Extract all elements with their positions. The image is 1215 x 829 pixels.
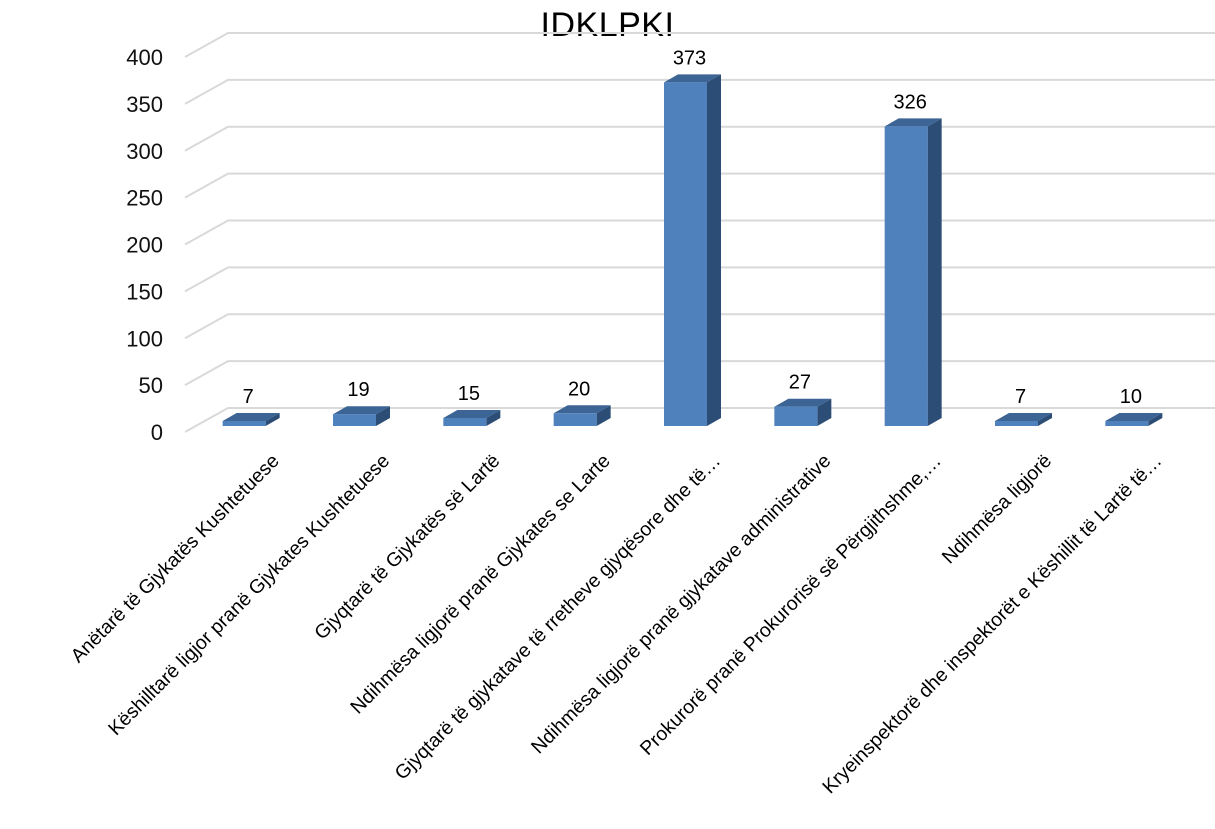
category-label: Ndihmësa ligjorë <box>938 450 1056 568</box>
bar <box>774 406 818 426</box>
data-label: 15 <box>458 383 480 405</box>
y-tick-label: 300 <box>126 139 163 164</box>
bar-top <box>333 406 390 415</box>
data-label: 10 <box>1120 386 1142 408</box>
bar-side <box>817 398 832 426</box>
data-label: 326 <box>893 91 926 113</box>
data-label: 27 <box>789 372 811 394</box>
data-label: 20 <box>568 378 590 400</box>
bar-top <box>884 118 942 127</box>
bar <box>1105 421 1149 426</box>
bar <box>222 421 266 426</box>
y-tick-label: 250 <box>126 186 163 211</box>
bar-side <box>1038 413 1052 426</box>
bar-side <box>265 413 280 426</box>
y-tick-label: 150 <box>126 279 163 304</box>
bar-top <box>664 74 721 83</box>
bar <box>884 126 928 426</box>
bar <box>553 413 597 426</box>
y-tick-label: 50 <box>139 373 163 398</box>
y-tick-label: 0 <box>151 420 163 445</box>
bar <box>995 421 1038 426</box>
bar <box>443 417 487 426</box>
chart-title: IDKLPKI <box>540 6 675 44</box>
bar-top <box>553 405 611 414</box>
y-tick-label: 350 <box>126 92 163 117</box>
y-tick-label: 100 <box>126 326 163 351</box>
data-label: 19 <box>347 379 369 401</box>
bar-side <box>376 406 390 426</box>
bar-side <box>596 405 611 426</box>
bar <box>664 82 707 426</box>
y-tick-label: 200 <box>126 233 163 258</box>
bar-top <box>222 413 280 421</box>
gridline <box>184 32 1215 58</box>
data-label: 7 <box>243 386 254 408</box>
bar-side <box>1148 413 1163 426</box>
gridline <box>184 78 1215 105</box>
bar-side <box>927 118 942 426</box>
y-tick-label: 400 <box>126 45 163 70</box>
data-label: 373 <box>673 47 706 69</box>
data-label: 7 <box>1015 386 1026 408</box>
bar-side <box>486 409 501 426</box>
bar-top <box>774 398 832 407</box>
bar <box>333 414 376 426</box>
bar-top <box>443 409 501 418</box>
category-label: Anëtarë të Gjykatës Kushtetuese <box>67 450 284 667</box>
category-label: Gjyqtarë të Gjykatës së Lartë <box>310 450 504 644</box>
bar-top <box>995 413 1052 421</box>
bar-side <box>707 74 721 426</box>
bar-top <box>1105 413 1163 421</box>
